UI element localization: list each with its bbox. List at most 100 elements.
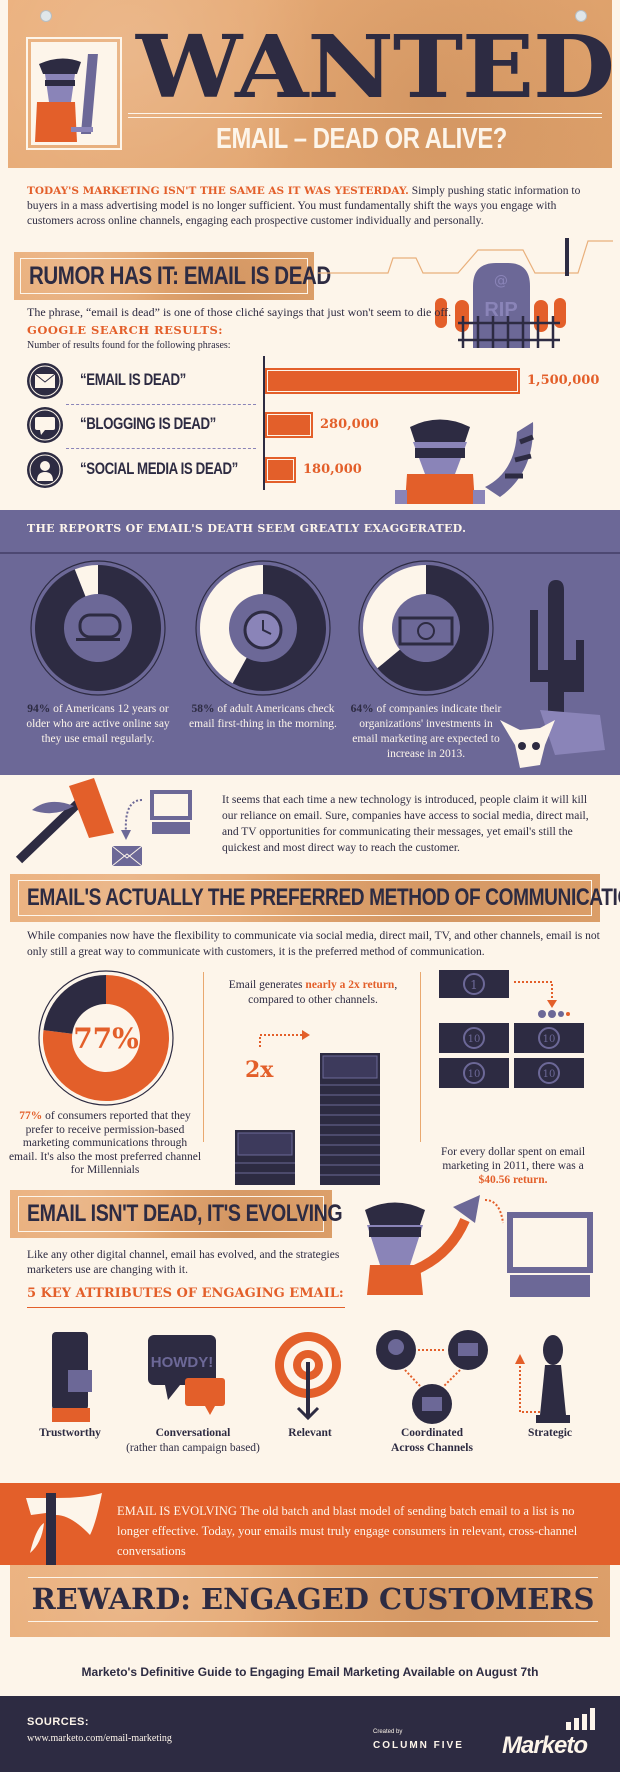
stat-text: of Americans 12 years or older who are a… (26, 703, 170, 745)
bar (265, 412, 313, 438)
attribute-relevant: Relevant (272, 1426, 348, 1441)
ten-dollar-bill: 10 (514, 1023, 584, 1053)
col3-text: For every dollar spent on email marketin… (440, 1146, 586, 1172)
preferred-col2-text: Email generates nearly a 2x return, comp… (213, 978, 413, 1008)
poster-subtitle: EMAIL – DEAD OR ALIVE? (216, 123, 507, 155)
alarm-clock-icon (243, 610, 283, 650)
chess-bishop-icon (515, 1335, 570, 1423)
donut-remainder (200, 565, 263, 684)
intro-text: TODAY'S MARKETING ISN'T THE SAME AS IT W… (27, 184, 597, 229)
stat-text: of adult Americans check email first-thi… (189, 703, 337, 730)
ten-dollar-bill: 10 (439, 1023, 509, 1053)
raccoon-computer-illustration (26, 37, 122, 150)
donut-outline (195, 560, 331, 696)
stat-caption: 58% of adult Americans check email first… (183, 702, 343, 732)
reports-title: THE REPORTS OF EMAIL'S DEATH SEEM GREATL… (27, 522, 467, 535)
donut-value (35, 565, 161, 691)
ten-dollar-label: 10 (543, 1034, 556, 1045)
one-dollar-label: 1 (470, 978, 478, 992)
bar-value: 180,000 (303, 462, 362, 477)
bar (265, 457, 296, 483)
raccoon-sending-email-illustration (365, 1195, 593, 1297)
bar-value: 280,000 (320, 417, 379, 432)
tombstone-at: @ (494, 273, 508, 289)
preferred-col3-text: For every dollar spent on email marketin… (430, 1145, 596, 1187)
band-text: EMAIL IS EVOLVING The old batch and blas… (117, 1504, 578, 1558)
scout-hand-icon (52, 1332, 92, 1422)
reward-rule-top (28, 1577, 598, 1578)
intro-lead: TODAY'S MARKETING ISN'T THE SAME AS IT W… (27, 185, 409, 197)
speech-bubbles-icon: HOWDY! (148, 1335, 225, 1415)
column-divider (420, 972, 421, 1142)
donut-value (232, 565, 326, 691)
evolving-band: EMAIL IS EVOLVING The old batch and blas… (0, 1483, 620, 1565)
bar-value: 1,500,000 (527, 373, 600, 388)
attribute-label: Trustworthy (39, 1427, 101, 1439)
donut-remainder (363, 565, 426, 669)
outlaw-raccoon-illustration (395, 419, 534, 504)
stat-donut (30, 560, 166, 696)
col1-text: of consumers reported that they prefer t… (8, 1110, 202, 1176)
tomahawk-icon (26, 1493, 102, 1565)
source-link[interactable]: www.marketo.com/email-marketing (27, 1733, 172, 1744)
title-rule (128, 113, 602, 118)
rumor-text: The phrase, “email is dead” is one of th… (27, 305, 452, 319)
col2-pre: Email generates (228, 979, 306, 991)
evolving-title: EMAIL ISN'T DEAD, IT'S EVOLVING (27, 1200, 343, 1227)
pin-icon (40, 10, 52, 22)
bar-axis (263, 356, 265, 490)
dollar-bill-icon (398, 616, 454, 646)
money-stacks-illustration (235, 1030, 380, 1185)
column-five-logo: COLUMN FIVE (373, 1740, 464, 1751)
preferred-donut-remainder (43, 975, 106, 1034)
bar-label: “SOCIAL MEDIA IS DEAD” (80, 459, 238, 478)
col2-post: , compared to other channels. (248, 979, 398, 1006)
target-icon (275, 1332, 341, 1421)
donut-value (377, 565, 489, 691)
donut-outline (358, 560, 494, 696)
attribute-coordinated: Coordinated Across Channels (380, 1426, 484, 1456)
preferred-col1-text: 77% of consumers reported that they pref… (8, 1110, 202, 1178)
tech-text: It seems that each time a new technology… (222, 794, 589, 854)
stat-text: of companies indicate their organization… (352, 703, 502, 760)
stat-donut (358, 560, 494, 696)
preferred-donut (38, 970, 174, 1106)
tombstone-rip: RIP (484, 299, 517, 321)
poster-title: WANTED (136, 17, 615, 118)
ten-dollar-label: 10 (468, 1069, 481, 1080)
marketo-bars-icon (566, 1708, 595, 1730)
multiplier-label: 2x (245, 1057, 274, 1083)
speech-bubble-icon (26, 406, 64, 444)
bar (265, 368, 520, 394)
created-by-label: Created by (373, 1729, 403, 1735)
attribute-label: Relevant (288, 1427, 332, 1439)
donut-outline (38, 970, 174, 1106)
graveyard-illustration: @ RIP (318, 238, 613, 348)
evolving-banner: EMAIL ISN'T DEAD, IT'S EVOLVING (10, 1190, 343, 1238)
attribute-conversational: Conversational (rather than campaign base… (118, 1426, 268, 1456)
stat-caption: 64% of companies indicate their organiza… (346, 702, 506, 762)
footer: SOURCES: www.marketo.com/email-marketing… (0, 1696, 620, 1772)
search-subtitle: Number of results found for the followin… (27, 340, 231, 351)
reward-title: REWARD: ENGAGED CUSTOMERS (31, 1582, 595, 1616)
mailbox-icon (76, 613, 122, 641)
ten-dollar-label: 10 (468, 1034, 481, 1045)
dollar-bills-illustration: 1 10 10 10 10 (439, 970, 584, 1088)
attributes-icons: HOWDY! (52, 1330, 570, 1424)
donut-center-label: 77% (73, 1022, 139, 1055)
search-title: GOOGLE SEARCH RESULTS: (27, 323, 224, 337)
preferred-text: While companies now have the flexibility… (27, 930, 600, 958)
attribute-trustworthy: Trustworthy (15, 1426, 125, 1441)
sources-label: SOURCES: (27, 1716, 90, 1728)
stat-donut (195, 560, 331, 696)
rumor-title: RUMOR HAS IT: EMAIL IS DEAD (29, 262, 331, 290)
intro-body: Simply pushing static information to buy… (27, 185, 581, 227)
attribute-label: Coordinated (401, 1427, 463, 1439)
rumor-banner: RUMOR HAS IT: EMAIL IS DEAD (14, 252, 331, 300)
tomahawk-computer-illustration (15, 778, 192, 867)
wanted-poster: WANTED EMAIL – DEAD OR ALIVE? (8, 0, 615, 168)
reports-rule (0, 552, 620, 554)
preferred-banner: EMAIL'S ACTUALLY THE PREFERRED METHOD OF… (10, 874, 620, 922)
donut-outline (30, 560, 166, 696)
reports-section: THE REPORTS OF EMAIL'S DEATH SEEM GREATL… (0, 510, 620, 775)
